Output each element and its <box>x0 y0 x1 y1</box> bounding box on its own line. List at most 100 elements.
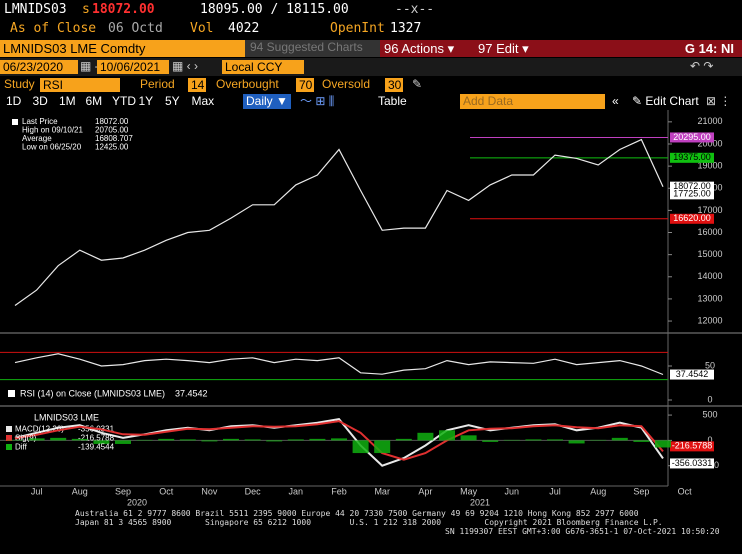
y-tick-label: 0 <box>707 394 712 404</box>
legend-value: -216.5788 <box>78 434 115 443</box>
diff-bar <box>460 435 477 441</box>
period-label: Period <box>140 77 175 91</box>
calendar-icon[interactable]: ▦ - <box>80 59 99 73</box>
range-button[interactable]: Max <box>191 94 215 108</box>
add-data[interactable]: Add Data <box>460 94 605 109</box>
x-tick-label: Aug <box>590 486 606 496</box>
macd-last-label: -356.0331 <box>672 458 713 468</box>
level-label: 18072.00 <box>673 181 711 191</box>
overbought-label: Overbought <box>216 77 279 91</box>
start-date[interactable]: 06/23/2020 <box>0 60 78 74</box>
rsi-legend-value: 37.4542 <box>175 388 208 398</box>
stat-label: Last Price <box>22 117 58 126</box>
stat-value: 16808.707 <box>95 134 133 143</box>
collapse-icon[interactable]: « <box>612 94 619 108</box>
diff-bar <box>309 438 326 441</box>
x-tick-label: Jun <box>505 486 520 496</box>
legend-swatch <box>6 444 12 450</box>
year-label: 2020 <box>127 497 147 507</box>
diff-bar <box>201 440 218 442</box>
edit-chart[interactable]: ✎ Edit Chart <box>632 94 699 108</box>
overbought-field[interactable]: 70 <box>296 78 314 92</box>
range-button[interactable]: 5Y <box>165 94 180 108</box>
diff-bar <box>417 432 434 441</box>
chart-icons[interactable]: 〜 ⊞ ⫼ <box>300 94 335 108</box>
rsi-last-label: 37.4542 <box>676 369 709 379</box>
oversold-label: Oversold <box>322 77 371 91</box>
y-tick-label: 21000 <box>697 116 722 126</box>
rsi-last-label-box <box>670 369 714 380</box>
y-tick-label: 12000 <box>697 315 722 325</box>
diff-bar <box>503 439 520 441</box>
oversold-field[interactable]: 30 <box>385 78 403 92</box>
x-tick-label: Sep <box>115 486 131 496</box>
edit-menu[interactable]: 97 Edit ▾ <box>478 41 529 56</box>
y-tick-label: 500 <box>702 409 717 419</box>
range-button[interactable]: 1M <box>59 94 76 108</box>
level-label: 20295.00 <box>673 132 711 142</box>
macd-last-label-box <box>670 441 714 452</box>
macd-title: LMNIDS03 LME <box>34 412 99 422</box>
range-button[interactable]: 1Y <box>138 94 154 108</box>
stat-value: 18072.00 <box>95 117 129 126</box>
y-tick-label: 0 <box>707 435 712 445</box>
date-bar <box>0 58 742 76</box>
diff-bar <box>633 440 650 442</box>
y-tick-label: 16000 <box>697 227 722 237</box>
x-tick-label: Mar <box>374 486 390 496</box>
legend-swatch <box>6 426 12 432</box>
level-label: 16620.00 <box>673 213 711 223</box>
x-tick-label: Apr <box>418 486 432 496</box>
diff-bar <box>439 430 455 441</box>
chart-tools[interactable]: ⊠ ⋮ <box>706 94 732 108</box>
study-field[interactable]: RSI <box>40 78 120 92</box>
footer-line: Australia 61 2 9777 8600 Brazil 5511 239… <box>75 509 639 518</box>
suggested-charts[interactable]: 94 Suggested Charts <box>245 40 380 57</box>
legend-name: Sig(9) <box>15 434 37 443</box>
diff-bar <box>179 439 196 441</box>
macd-line <box>14 420 664 461</box>
undo-redo[interactable]: ↶ ↷ <box>690 59 714 73</box>
as-of-date: 06 Octd <box>108 21 163 36</box>
nav-buttons[interactable]: ▦ ‹ › <box>172 59 198 73</box>
stat-label: Low on 06/25/20 <box>22 143 82 152</box>
macd-last-label: -216.5788 <box>672 441 713 451</box>
study-label: Study <box>4 77 35 91</box>
x-tick-label: Jul <box>549 486 561 496</box>
x-tick-label: Oct <box>159 486 174 496</box>
legend-swatch <box>8 390 15 397</box>
diff-bar <box>331 438 347 441</box>
ticker: LMNIDS03 <box>4 2 67 17</box>
stat-label: Average <box>22 134 52 143</box>
footer-line: SN 1199307 EEST GMT+3:00 G676-3651-1 07-… <box>445 527 720 536</box>
x-tick-label: Jul <box>31 486 43 496</box>
currency[interactable]: Local CCY <box>222 60 304 74</box>
as-of-label: As of Close <box>10 21 97 36</box>
y-tick-label: 19000 <box>697 160 722 170</box>
bid-ask: 18095.00 / 18115.00 <box>200 2 349 17</box>
price-line <box>14 353 664 376</box>
security-field[interactable]: LMNIDS03 LME Comdty <box>0 40 245 57</box>
period-field[interactable]: 14 <box>188 78 206 92</box>
page-id: G 14: NI <box>684 41 734 56</box>
diff-bar <box>525 439 542 441</box>
x-tick-label: Jan <box>289 486 304 496</box>
end-date[interactable]: 10/06/2021 <box>97 60 169 74</box>
level-label-box <box>670 189 714 200</box>
range-button[interactable]: YTD <box>112 94 136 108</box>
level-label: 17725.00 <box>673 189 711 199</box>
range-button[interactable]: 3D <box>32 94 48 108</box>
range-button[interactable]: 6M <box>85 94 103 108</box>
pencil-icon[interactable]: ✎ <box>412 77 423 91</box>
vol-label: Vol <box>190 21 214 36</box>
stat-value: 20705.00 <box>95 126 129 135</box>
frequency[interactable]: Daily ▼ <box>243 94 291 109</box>
diff-bar <box>547 439 563 441</box>
range-button[interactable]: 1D <box>6 94 22 108</box>
level-label: 19375.00 <box>673 152 711 162</box>
actions-menu[interactable]: 96 Actions ▾ <box>384 41 455 56</box>
x-tick-label: Aug <box>72 486 88 496</box>
table-button[interactable]: Table <box>378 94 407 108</box>
price-prefix: s <box>82 2 90 17</box>
